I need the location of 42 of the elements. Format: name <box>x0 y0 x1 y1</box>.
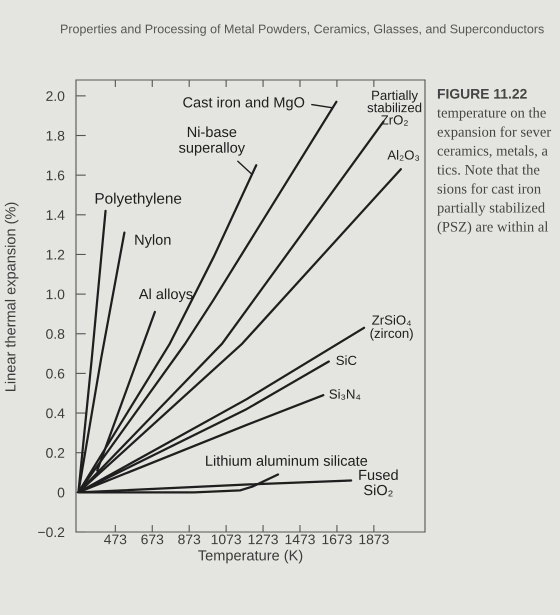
text: sions for cast iron <box>438 183 541 194</box>
y-tick-label: 0.4 <box>46 408 64 418</box>
caption: FIGURE 11.22 <box>438 88 527 99</box>
x-tick-label: 473 <box>104 534 126 544</box>
x-tick-label: 1673 <box>322 534 352 544</box>
y-tick-label: 1.6 <box>46 170 64 180</box>
series-label: SiC <box>336 355 356 366</box>
x-tick-label: 673 <box>141 534 164 544</box>
text: partially stabilized <box>437 202 545 216</box>
x-tick-label: 873 <box>178 534 200 544</box>
y-tick-label: 2.0 <box>46 91 64 102</box>
series-label: Al₂O₃ <box>387 150 420 161</box>
series-label: Cast iron and MgO <box>183 96 304 110</box>
y-tick-label: 1.0 <box>46 289 64 300</box>
text: ceramics, metals, a <box>438 145 548 158</box>
text: tics. Note that the <box>437 164 540 175</box>
series-label: Fused SiO₂ <box>359 469 398 496</box>
y-tick-label: 0 <box>58 488 64 498</box>
x-tick-label: 1873 <box>359 534 389 544</box>
y-tick-label: 0.6 <box>46 368 64 379</box>
y-tick-label: 0.2 <box>46 448 64 458</box>
series-label: Al alloys <box>138 288 193 302</box>
x-tick-label: 1473 <box>286 534 315 544</box>
y-tick-label: 1.8 <box>46 130 64 141</box>
y-tick-label: 1.2 <box>46 250 64 260</box>
y-tick-label: 1.4 <box>46 210 64 220</box>
series-label: Nylon <box>135 234 170 248</box>
x-axis-title: Temperature (K) <box>198 550 302 564</box>
series-label: Ni-base superalloy <box>178 126 246 156</box>
y-tick-label: 0.8 <box>46 329 64 339</box>
series-label: Polyethylene <box>96 192 182 207</box>
text: expansion for sever <box>438 126 552 140</box>
chart-title: Properties and Processing of Metal Powders, Ceramics, Glasses, and Superconductors <box>61 24 544 36</box>
text: temperature on the <box>437 107 546 121</box>
text: (PSZ) are within al <box>438 221 548 235</box>
series-label: Si₃N₄ <box>329 389 360 400</box>
x-tick-label: 1273 <box>248 534 278 544</box>
series-label: Lithium aluminum silicate <box>206 455 368 466</box>
x-tick-label: 1073 <box>212 534 241 544</box>
y-tick-label: −0.2 <box>38 527 64 538</box>
y-axis-title: Linear thermal expansion (%) <box>4 202 18 391</box>
series-label: ZrSiO₄ (zircon) <box>370 315 413 341</box>
